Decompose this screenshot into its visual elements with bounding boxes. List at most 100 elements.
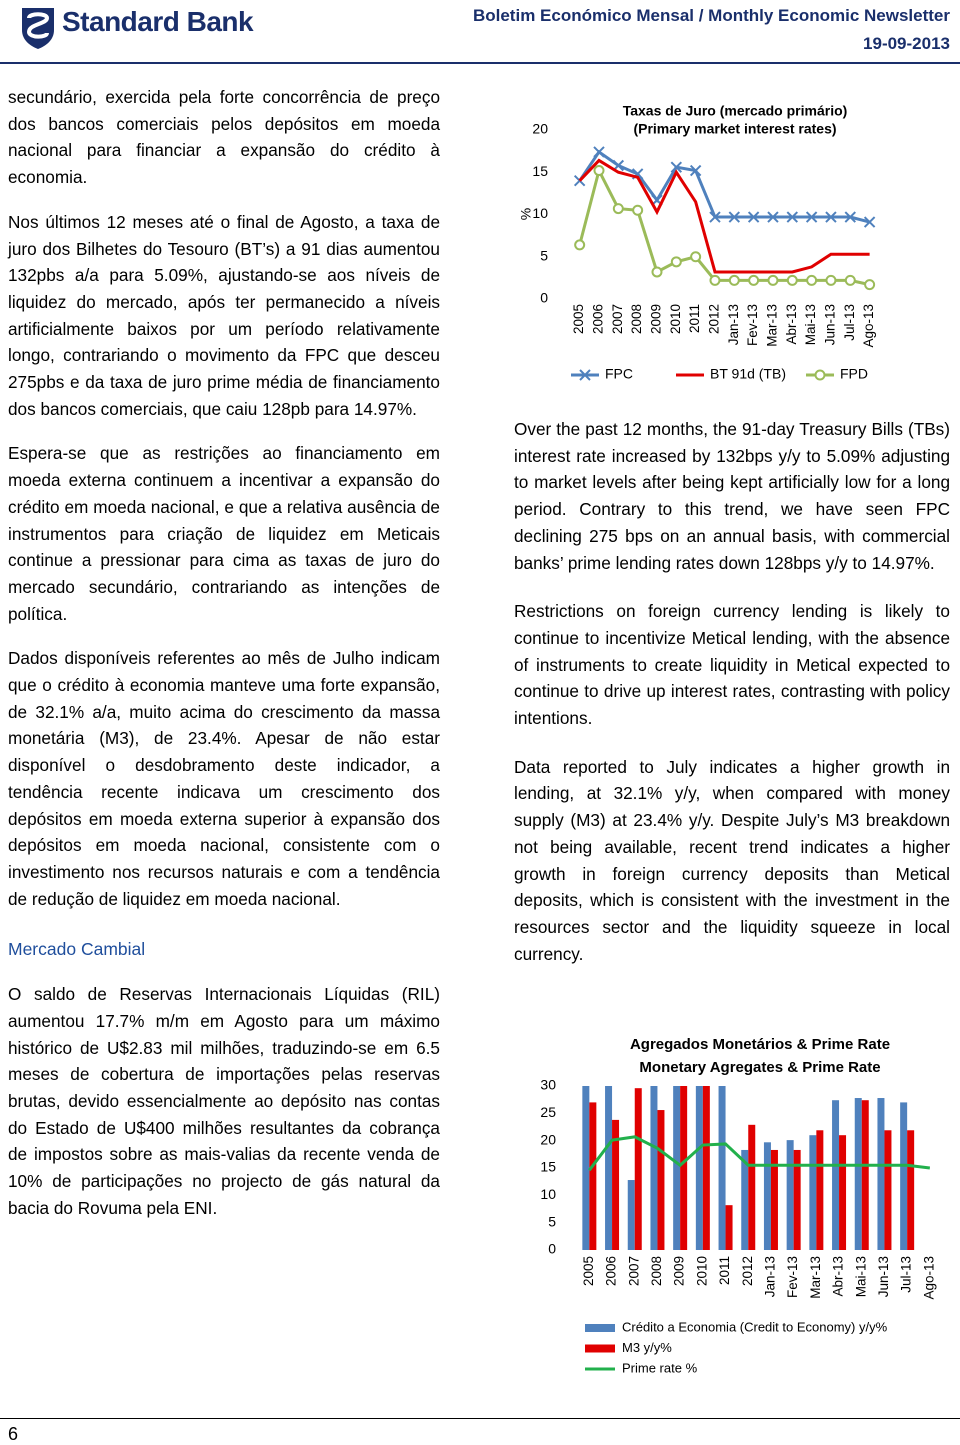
bar bbox=[650, 1086, 658, 1250]
bar bbox=[725, 1205, 733, 1250]
right-column: Over the past 12 months, the 91-day Trea… bbox=[514, 416, 950, 985]
bar bbox=[861, 1100, 869, 1250]
marker bbox=[593, 165, 605, 177]
marker bbox=[593, 146, 605, 158]
x-tick-label: Jul-13 bbox=[899, 1256, 914, 1293]
marker bbox=[844, 211, 856, 223]
bar bbox=[793, 1149, 801, 1250]
x-tick-label: 2005 bbox=[581, 1256, 596, 1286]
marker bbox=[709, 274, 721, 286]
x-tick-label: Mai-13 bbox=[803, 304, 818, 345]
interest-rate-chart: Taxas de Juro (mercado primário) (Primary… bbox=[518, 103, 876, 382]
marker bbox=[612, 203, 624, 215]
y-tick-label: 10 bbox=[532, 205, 548, 221]
paragraph: Espera-se que as restrições ao financiam… bbox=[8, 443, 440, 624]
bar bbox=[854, 1098, 862, 1250]
legend-label: M3 y/y% bbox=[622, 1340, 672, 1355]
bar bbox=[770, 1149, 778, 1250]
x-tick-label: Jan-13 bbox=[726, 304, 741, 345]
series-line bbox=[588, 1135, 931, 1172]
x-tick-label: 2007 bbox=[610, 304, 625, 334]
bar bbox=[907, 1130, 915, 1250]
legend-swatch bbox=[585, 1344, 615, 1353]
newsletter-date: 19-09-2013 bbox=[863, 34, 950, 53]
x-tick-label: Fev-13 bbox=[745, 304, 760, 346]
marker bbox=[747, 211, 760, 223]
bar bbox=[832, 1100, 840, 1250]
bar bbox=[702, 1086, 710, 1250]
paragraph: Dados disponíveis referentes ao mês de J… bbox=[8, 648, 440, 909]
series-line bbox=[578, 166, 870, 287]
marker bbox=[632, 204, 644, 216]
y-tick-label: 15 bbox=[532, 163, 548, 179]
bar bbox=[605, 1086, 613, 1250]
paragraph: O saldo de Reservas Internacionais Líqui… bbox=[8, 984, 440, 1218]
marker bbox=[670, 161, 683, 173]
bar bbox=[809, 1135, 817, 1250]
y-tick-label: 5 bbox=[540, 247, 548, 263]
x-tick-label: 2012 bbox=[707, 304, 722, 334]
marker bbox=[825, 274, 837, 286]
marker bbox=[863, 216, 876, 228]
series-line bbox=[578, 158, 870, 274]
y-axis-label: % bbox=[518, 208, 534, 220]
marker bbox=[844, 274, 856, 286]
marker bbox=[748, 274, 760, 286]
bar bbox=[763, 1142, 771, 1250]
legend-label: BT 91d (TB) bbox=[710, 366, 786, 382]
x-tick-label: Abr-13 bbox=[784, 304, 799, 345]
marker bbox=[786, 211, 799, 223]
chart-title: Taxas de Juro (mercado primário) bbox=[623, 103, 848, 119]
x-tick-label: Jul-13 bbox=[842, 304, 857, 341]
x-tick-label: 2010 bbox=[668, 304, 683, 334]
bar bbox=[612, 1119, 620, 1250]
page-number: 6 bbox=[8, 1424, 19, 1444]
marker bbox=[767, 274, 779, 286]
marker bbox=[728, 274, 740, 286]
paragraph: Nos últimos 12 meses até o final de Agos… bbox=[8, 211, 440, 419]
marker bbox=[670, 256, 682, 268]
y-tick-label: 30 bbox=[540, 1077, 556, 1093]
x-tick-label: 2010 bbox=[694, 1256, 709, 1286]
paragraph: Restrictions on foreign currency lending… bbox=[514, 601, 950, 729]
x-tick-label: 2005 bbox=[571, 304, 586, 334]
bar bbox=[741, 1149, 749, 1250]
marker bbox=[574, 239, 586, 251]
y-tick-label: 20 bbox=[532, 121, 548, 137]
monetary-aggregates-chart: Agregados Monetários & Prime Rate Monetar… bbox=[540, 1036, 936, 1375]
x-tick-label: Jan-13 bbox=[763, 1256, 778, 1297]
x-tick-label: Ago-13 bbox=[861, 304, 876, 348]
bar bbox=[657, 1110, 665, 1250]
bar bbox=[786, 1140, 794, 1250]
paragraph: Over the past 12 months, the 91-day Trea… bbox=[514, 419, 950, 573]
paragraph: Data reported to July indicates a higher… bbox=[514, 756, 950, 964]
marker bbox=[728, 211, 741, 223]
x-tick-label: Abr-13 bbox=[831, 1256, 846, 1297]
x-tick-label: 2012 bbox=[740, 1256, 755, 1286]
x-tick-label: Mar-13 bbox=[765, 304, 780, 347]
chart-title: Agregados Monetários & Prime Rate bbox=[630, 1036, 890, 1053]
marker bbox=[814, 369, 826, 381]
x-tick-label: 2008 bbox=[649, 1256, 664, 1286]
y-tick-label: 0 bbox=[548, 1241, 556, 1257]
bar bbox=[680, 1086, 688, 1250]
legend-label: Prime rate % bbox=[622, 1360, 698, 1375]
logo-shield bbox=[22, 8, 54, 49]
marker bbox=[806, 274, 818, 286]
y-tick-label: 10 bbox=[540, 1186, 556, 1202]
x-tick-label: 2008 bbox=[629, 304, 644, 334]
bar bbox=[816, 1130, 824, 1250]
bar bbox=[634, 1088, 642, 1250]
marker bbox=[767, 211, 779, 223]
x-tick-label: 2007 bbox=[626, 1256, 641, 1286]
y-tick-label: 15 bbox=[540, 1159, 556, 1175]
x-tick-label: 2011 bbox=[717, 1256, 732, 1285]
paragraph: secundário, exercida pela forte concorrê… bbox=[8, 87, 440, 188]
left-column: secundário, exercida pela forte concorrê… bbox=[8, 84, 440, 1239]
newsletter-title: Boletim Económico Mensal / Monthly Econo… bbox=[472, 6, 950, 25]
marker bbox=[579, 369, 591, 381]
bar bbox=[589, 1102, 597, 1250]
legend-swatch bbox=[585, 1324, 615, 1332]
y-tick-label: 20 bbox=[540, 1131, 556, 1147]
x-tick-label: 2006 bbox=[591, 304, 606, 334]
